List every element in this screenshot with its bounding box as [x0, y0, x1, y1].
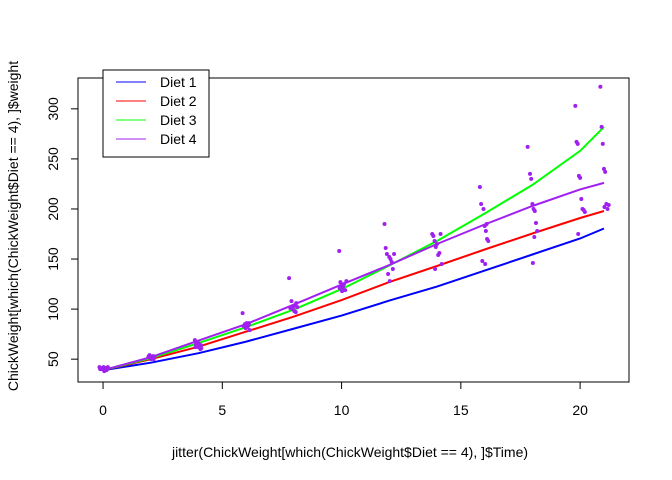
data-point — [477, 184, 482, 189]
data-point — [481, 206, 486, 211]
data-point — [383, 246, 388, 251]
data-point — [103, 366, 108, 371]
series-line-diet-2 — [102, 210, 605, 372]
data-point — [532, 235, 537, 240]
data-point — [601, 166, 606, 171]
legend-label: Diet 4 — [160, 131, 197, 147]
legend: Diet 1 Diet 2 Diet 3 Diet 4 — [102, 69, 210, 158]
data-point — [287, 276, 292, 281]
y-tick-label: 250 — [45, 147, 61, 171]
data-point — [390, 267, 395, 272]
legend-box — [102, 69, 210, 158]
data-point — [247, 328, 252, 333]
data-point — [529, 176, 534, 181]
data-point — [433, 267, 438, 272]
data-point — [530, 201, 535, 206]
data-point — [530, 261, 535, 266]
data-point — [240, 311, 245, 316]
data-point — [525, 144, 530, 149]
series-line-diet-3 — [102, 126, 605, 372]
series-line-diet-1 — [102, 227, 605, 372]
data-point — [193, 345, 198, 350]
data-point — [575, 141, 580, 146]
data-point — [483, 229, 488, 234]
data-point — [344, 279, 349, 284]
y-tick-label: 300 — [45, 97, 61, 121]
data-point — [599, 124, 604, 129]
data-point — [341, 283, 346, 288]
data-point — [535, 229, 540, 234]
data-point — [198, 347, 203, 352]
legend-label: Diet 3 — [160, 112, 197, 128]
data-point — [598, 84, 603, 89]
data-point — [98, 367, 103, 372]
data-point — [579, 196, 584, 201]
data-point — [484, 221, 489, 226]
data-point — [340, 289, 345, 294]
data-point — [528, 171, 533, 176]
y-tick-label: 200 — [45, 197, 61, 221]
data-point — [576, 232, 581, 237]
data-point — [479, 201, 484, 206]
data-point — [196, 341, 201, 346]
series-lines — [102, 126, 605, 372]
data-point — [149, 355, 154, 360]
data-point — [532, 208, 537, 213]
data-point — [480, 259, 485, 264]
data-point — [289, 299, 294, 304]
data-point — [343, 288, 348, 293]
data-point — [483, 262, 488, 267]
data-point — [387, 279, 392, 284]
data-point — [603, 169, 608, 174]
data-point — [290, 307, 295, 312]
legend-label: Diet 1 — [160, 74, 197, 90]
data-point — [388, 257, 393, 262]
data-point — [246, 322, 251, 327]
data-point — [602, 204, 607, 209]
data-point — [294, 301, 299, 306]
x-tick-label: 10 — [334, 402, 350, 418]
data-point — [433, 245, 438, 250]
series-line-diet-4 — [102, 181, 605, 372]
data-point — [439, 262, 444, 267]
data-point — [389, 260, 394, 265]
data-point — [293, 310, 298, 315]
data-point — [573, 103, 578, 108]
data-point — [337, 286, 342, 291]
data-point — [392, 252, 397, 257]
y-tick-label: 100 — [45, 297, 61, 321]
y-tick-label: 50 — [45, 351, 61, 367]
x-tick-label: 20 — [572, 402, 588, 418]
data-point — [338, 280, 343, 285]
x-tick-label: 15 — [453, 402, 469, 418]
data-point — [438, 232, 443, 237]
data-point — [382, 221, 387, 226]
data-point — [486, 239, 491, 244]
data-point — [582, 209, 587, 214]
y-axis-label: ChickWeight[which(ChickWeight$Diet == 4)… — [5, 61, 21, 391]
data-point — [437, 251, 442, 256]
data-point — [434, 242, 439, 247]
data-point — [600, 141, 605, 146]
data-point — [386, 272, 391, 277]
data-point — [605, 206, 610, 211]
data-point — [295, 305, 300, 310]
data-point — [337, 249, 342, 254]
data-point — [384, 252, 389, 257]
x-tick-label: 5 — [218, 402, 226, 418]
data-point — [431, 234, 436, 239]
x-axis-label: jitter(ChickWeight[which(ChickWeight$Die… — [171, 444, 528, 460]
data-point — [243, 326, 248, 331]
data-point — [432, 239, 437, 244]
data-point — [606, 202, 611, 207]
data-point — [578, 175, 583, 180]
axes: 0 5 10 15 20 50 100 150 200 250 300 — [45, 77, 630, 418]
legend-label: Diet 2 — [160, 93, 197, 109]
data-point — [533, 220, 538, 225]
y-tick-label: 150 — [45, 247, 61, 271]
scatter-points — [97, 84, 611, 374]
x-tick-label: 0 — [99, 402, 107, 418]
data-point — [102, 369, 107, 374]
